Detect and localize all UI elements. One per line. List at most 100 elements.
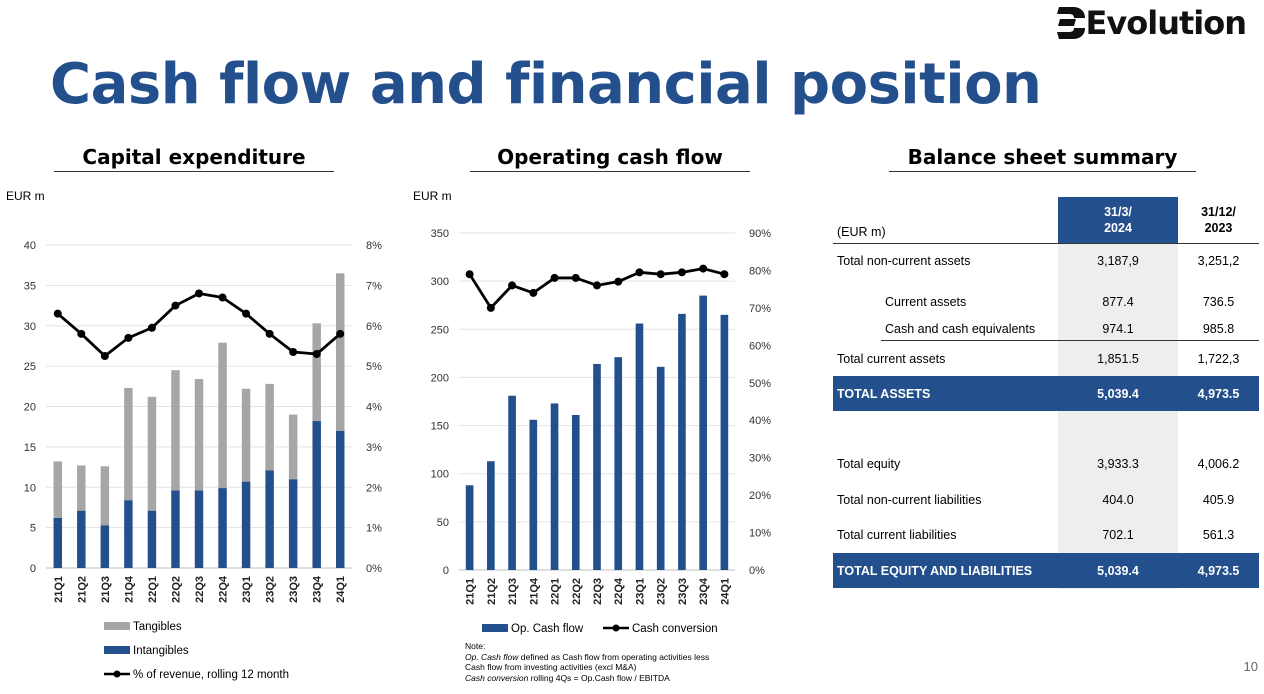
bar-intangibles bbox=[171, 490, 180, 568]
bar-op-cash-flow bbox=[550, 403, 559, 570]
bar-intangibles bbox=[335, 430, 345, 568]
line-point bbox=[486, 303, 495, 312]
bar-intangibles bbox=[124, 500, 133, 568]
y2-tick-label: 60% bbox=[749, 340, 771, 352]
bar-op-cash-flow bbox=[508, 395, 516, 570]
legend-cc-marker bbox=[612, 624, 620, 632]
table-row: Total non-current liabilities 404.0 405.9 bbox=[837, 493, 1235, 507]
line-point bbox=[529, 288, 538, 297]
legend-cc-label: Cash conversion bbox=[632, 623, 718, 635]
line-point bbox=[100, 352, 109, 361]
y-tick-label: 0 bbox=[30, 563, 36, 575]
bar-op-cash-flow bbox=[635, 323, 644, 570]
y2-tick-label: 0% bbox=[749, 565, 765, 577]
bar-op-cash-flow bbox=[614, 357, 623, 570]
bar-tangibles bbox=[218, 342, 227, 489]
y-tick-label: 40 bbox=[24, 240, 36, 252]
note-line-3: Cash conversion rolling 4Qs = Op.Cash fl… bbox=[465, 672, 670, 683]
line-point bbox=[656, 270, 665, 279]
y2-tick-label: 4% bbox=[366, 402, 382, 414]
ocf-section-title: Operating cash flow bbox=[470, 145, 750, 172]
bar-tangibles bbox=[171, 370, 180, 491]
balance-divider bbox=[833, 243, 1259, 244]
line-point bbox=[218, 293, 227, 302]
line-point bbox=[614, 277, 623, 286]
line-point bbox=[53, 309, 62, 318]
x-tick-label: 21Q4 bbox=[528, 577, 540, 605]
note-line-1: Op. Cash flow defined as Cash flow from … bbox=[465, 651, 710, 662]
legend-ocf-swatch bbox=[482, 624, 508, 632]
line-point bbox=[720, 270, 729, 279]
x-tick-label: 22Q1 bbox=[550, 578, 562, 605]
capex-chart: 0 5 10 15 20 25 30 35 40 0% 1% 2% 3% 4% 5% 6% 7% 8% 21Q1 21… bbox=[24, 240, 382, 603]
line-point bbox=[508, 281, 517, 290]
table-row: Cash and cash equivalents 974.1 985.8 bbox=[885, 322, 1235, 336]
bar-op-cash-flow bbox=[593, 363, 601, 570]
line-point bbox=[699, 264, 708, 273]
y2-tick-label: 5% bbox=[366, 361, 382, 373]
ocf-legend: Op. Cash flow Cash conversion bbox=[482, 623, 718, 635]
y-tick-label: 50 bbox=[437, 517, 449, 529]
line-point bbox=[147, 323, 156, 332]
y2-tick-label: 6% bbox=[366, 321, 382, 333]
page-number: 10 bbox=[1243, 659, 1258, 674]
table-row: Total equity 3,933.3 4,006.2 bbox=[837, 457, 1240, 471]
table-row: Total current assets 1,851.5 1,722,3 bbox=[837, 352, 1240, 366]
total-equity-liabilities-row: TOTAL EQUITY AND LIABILITIES 5,039.4 4,973… bbox=[833, 553, 1259, 588]
balance-col-header-2024: 31/3/2024 bbox=[1058, 197, 1178, 243]
x-tick-label: 22Q4 bbox=[613, 577, 625, 605]
bar-intangibles bbox=[312, 421, 321, 568]
capex-legend: Tangibles Intangibles % of revenue, roll… bbox=[104, 621, 289, 681]
line-point bbox=[635, 268, 644, 277]
y2-tick-label: 1% bbox=[366, 523, 382, 535]
bar-intangibles bbox=[265, 470, 274, 568]
capex-unit-label: EUR m bbox=[6, 189, 45, 203]
bar-op-cash-flow bbox=[465, 485, 474, 570]
bar-op-cash-flow bbox=[699, 295, 707, 570]
y-tick-label: 350 bbox=[431, 228, 449, 240]
capex-section-title: Capital expenditure bbox=[54, 145, 334, 172]
balance-unit-row: (EUR m) bbox=[833, 221, 1259, 243]
y-tick-label: 250 bbox=[431, 324, 449, 336]
legend-line-marker bbox=[113, 670, 121, 678]
balance-unit-label: (EUR m) bbox=[837, 225, 886, 239]
line-point bbox=[571, 273, 580, 282]
y2-tick-label: 30% bbox=[749, 453, 771, 465]
line-point bbox=[195, 289, 203, 298]
table-row: Total current liabilities 702.1 561.3 bbox=[837, 528, 1235, 542]
line-point bbox=[289, 347, 298, 356]
bar-intangibles bbox=[100, 525, 110, 568]
y-tick-label: 100 bbox=[431, 469, 449, 481]
x-tick-label: 22Q4 bbox=[218, 575, 230, 603]
bar-intangibles bbox=[288, 479, 298, 568]
y-tick-label: 30 bbox=[24, 321, 36, 333]
x-tick-label: 24Q1 bbox=[719, 578, 731, 605]
evolution-logo-icon bbox=[1056, 7, 1085, 39]
balance-col-header-2023: 31/12/2023 bbox=[1201, 205, 1236, 235]
x-tick-label: 23Q4 bbox=[312, 575, 324, 603]
x-tick-label: 23Q1 bbox=[241, 576, 253, 603]
bar-tangibles bbox=[288, 414, 298, 480]
logo-text: Evolution bbox=[1085, 4, 1247, 42]
y2-tick-label: 50% bbox=[749, 378, 771, 390]
y-tick-label: 25 bbox=[24, 361, 36, 373]
ocf-note: Note: Op. Cash flow defined as Cash flow… bbox=[465, 641, 765, 683]
line-point bbox=[677, 268, 686, 277]
x-tick-label: 22Q2 bbox=[170, 576, 182, 603]
bar-op-cash-flow bbox=[656, 366, 665, 570]
y2-tick-label: 80% bbox=[749, 265, 771, 277]
y-tick-label: 35 bbox=[24, 280, 36, 292]
x-tick-label: 21Q3 bbox=[100, 576, 112, 603]
line-point bbox=[593, 281, 601, 290]
bar-tangibles bbox=[194, 379, 204, 491]
y2-tick-label: 2% bbox=[366, 482, 382, 494]
bar-intangibles bbox=[147, 510, 157, 568]
y2-tick-label: 20% bbox=[749, 490, 771, 502]
bar-tangibles bbox=[312, 323, 321, 422]
table-row: Current assets 877.4 736.5 bbox=[885, 295, 1235, 309]
line-point bbox=[242, 309, 251, 318]
table-row: Total non-current assets 3,187,9 3,251,2 bbox=[837, 254, 1240, 268]
bar-op-cash-flow bbox=[529, 419, 538, 570]
line-point bbox=[336, 329, 345, 338]
bar-intangibles bbox=[53, 517, 63, 568]
